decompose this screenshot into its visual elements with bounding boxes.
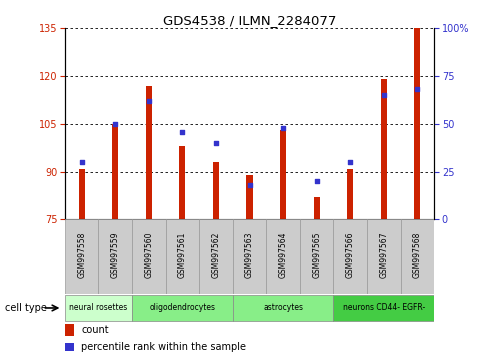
Bar: [65, 295, 132, 321]
Bar: [65, 343, 74, 352]
Text: GSM997567: GSM997567: [379, 232, 388, 278]
Point: [111, 121, 119, 127]
Text: GSM997565: GSM997565: [312, 232, 321, 278]
Text: GSM997561: GSM997561: [178, 232, 187, 278]
Text: GSM997558: GSM997558: [77, 232, 86, 278]
Point: [346, 159, 354, 165]
Text: GSM997562: GSM997562: [212, 232, 221, 278]
Bar: [367, 219, 401, 294]
Bar: [233, 219, 266, 294]
Bar: [333, 219, 367, 294]
Text: cell type: cell type: [5, 303, 47, 313]
Bar: [65, 219, 98, 294]
Bar: [247, 175, 252, 219]
Text: neural rosettes: neural rosettes: [69, 303, 128, 313]
Bar: [132, 295, 233, 321]
Text: GSM997568: GSM997568: [413, 232, 422, 278]
Bar: [300, 219, 333, 294]
Bar: [266, 219, 300, 294]
Bar: [213, 162, 219, 219]
Point: [413, 87, 421, 92]
Point: [212, 140, 220, 146]
Point: [380, 92, 388, 98]
Bar: [65, 324, 74, 336]
Bar: [347, 169, 353, 219]
Bar: [313, 197, 320, 219]
Text: GSM997560: GSM997560: [144, 232, 153, 278]
Point: [178, 129, 186, 135]
Text: count: count: [81, 325, 109, 336]
Bar: [179, 146, 186, 219]
Bar: [233, 295, 333, 321]
Bar: [401, 219, 434, 294]
Point: [145, 98, 153, 104]
Text: neurons CD44- EGFR-: neurons CD44- EGFR-: [343, 303, 425, 313]
Text: oligodendrocytes: oligodendrocytes: [149, 303, 216, 313]
Bar: [166, 219, 199, 294]
Point: [246, 182, 253, 188]
Text: GDS4538 / ILMN_2284077: GDS4538 / ILMN_2284077: [163, 14, 336, 27]
Text: percentile rank within the sample: percentile rank within the sample: [81, 342, 247, 352]
Bar: [98, 219, 132, 294]
Text: astrocytes: astrocytes: [263, 303, 303, 313]
Bar: [199, 219, 233, 294]
Point: [279, 125, 287, 131]
Text: GSM997563: GSM997563: [245, 232, 254, 278]
Point: [78, 159, 86, 165]
Point: [313, 178, 321, 184]
Text: GSM997564: GSM997564: [278, 232, 287, 278]
Bar: [132, 219, 166, 294]
Text: GSM997559: GSM997559: [111, 232, 120, 278]
Bar: [79, 169, 85, 219]
Bar: [333, 295, 434, 321]
Text: GSM997566: GSM997566: [346, 232, 355, 278]
Bar: [381, 79, 387, 219]
Bar: [280, 130, 286, 219]
Bar: [414, 28, 420, 219]
Bar: [146, 86, 152, 219]
Bar: [112, 124, 118, 219]
